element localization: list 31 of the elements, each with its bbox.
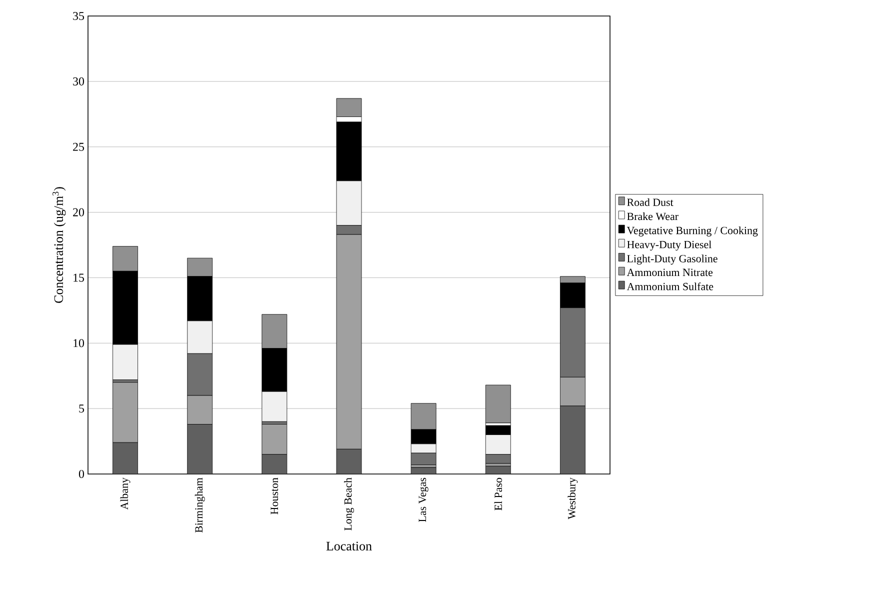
bar bbox=[262, 424, 288, 455]
x-tick-label: Long Beach bbox=[344, 478, 354, 530]
y-tick-label: 15 bbox=[74, 274, 84, 282]
y-tick-label: 5 bbox=[79, 404, 84, 413]
x-tick-label: Westbury bbox=[568, 478, 578, 520]
x-tick-label: Houston bbox=[270, 478, 278, 514]
bar bbox=[485, 384, 511, 424]
legend-label: Road Dust bbox=[627, 198, 674, 206]
bar bbox=[560, 406, 586, 474]
legend-label: Light-Duty Gasoline bbox=[627, 254, 718, 265]
x-axis-title: Location bbox=[326, 542, 372, 550]
y-tick-label: 0 bbox=[78, 470, 84, 478]
legend-label: Vegetative Burning / Cooking bbox=[626, 226, 758, 236]
x-tick-label: Birmingham bbox=[194, 478, 205, 533]
bar bbox=[262, 454, 288, 474]
legend-label: Ammonium Nitrate bbox=[626, 268, 713, 276]
legend-label: Ammonium Sulfate bbox=[626, 282, 714, 290]
y-axis-title: Concentration (ug/m$^{3}$) bbox=[52, 187, 66, 303]
legend-label: Heavy-Duty Diesel bbox=[627, 240, 712, 251]
y-tick-label: 30 bbox=[73, 77, 84, 86]
x-tick-label: Las Vegas bbox=[418, 478, 428, 522]
bar bbox=[187, 424, 213, 474]
y-tick-label: 20 bbox=[73, 208, 84, 216]
x-tick-label: El Paso bbox=[494, 478, 502, 510]
y-tick-label: 25 bbox=[73, 142, 84, 151]
bar bbox=[336, 448, 362, 474]
bar bbox=[112, 442, 138, 474]
y-tick-label: 35 bbox=[73, 12, 84, 20]
legend-label: Brake Wear bbox=[627, 212, 678, 220]
x-tick-label: Albany bbox=[120, 478, 130, 510]
y-tick-label: 10 bbox=[74, 339, 84, 348]
